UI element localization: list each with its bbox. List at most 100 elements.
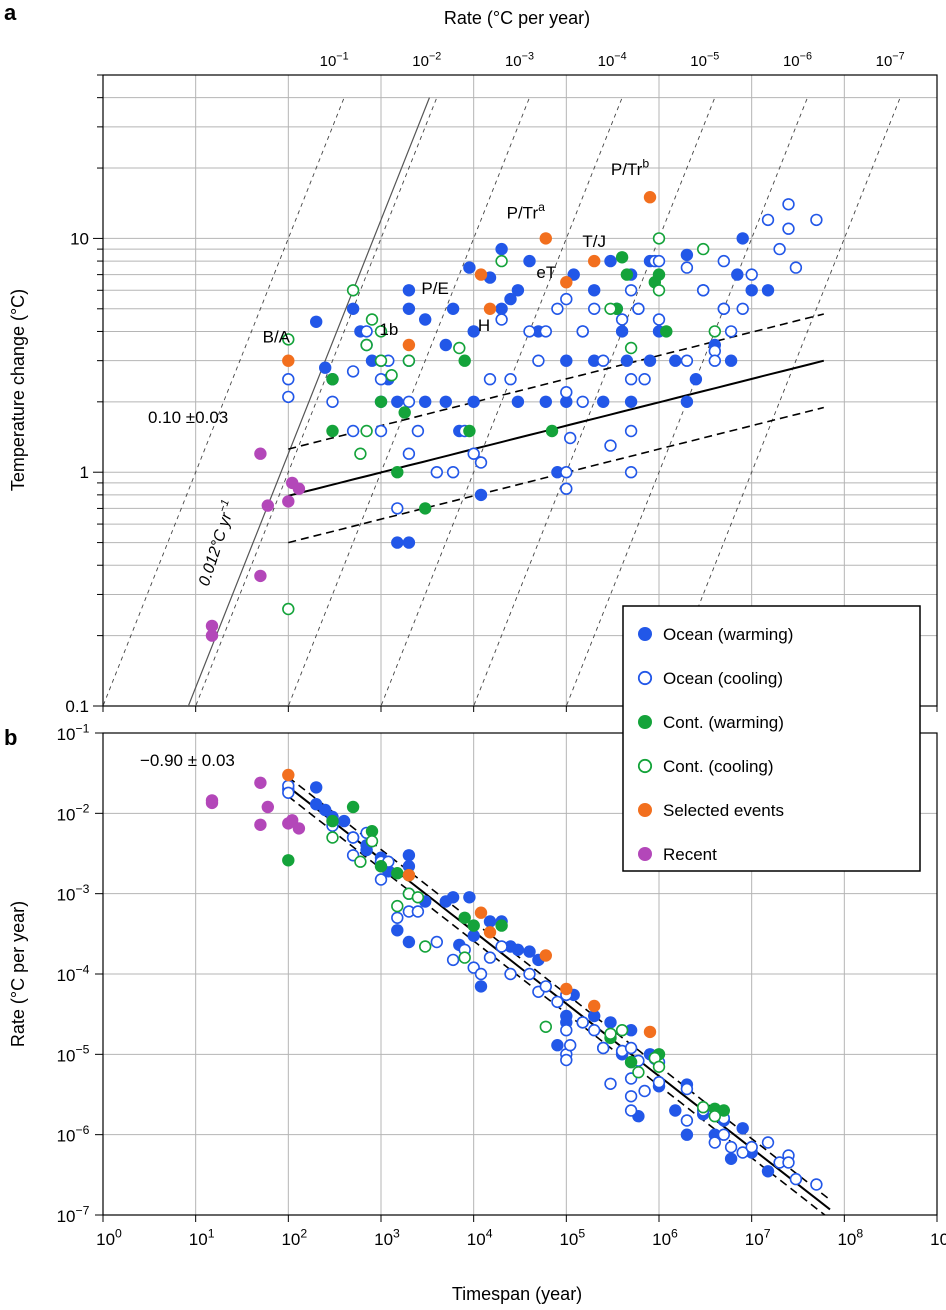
point-oc (523, 967, 536, 981)
point-ow (511, 284, 525, 297)
point-ow (495, 242, 508, 256)
point-oc (736, 1146, 749, 1159)
point-cw (391, 867, 404, 880)
point-ow (467, 395, 480, 408)
point-se (539, 232, 552, 245)
point-oc (638, 373, 651, 386)
point-oc (495, 313, 508, 326)
point-cw (717, 1104, 730, 1117)
point-se (643, 191, 657, 204)
point-oc (596, 1041, 610, 1055)
legend-label-cc: Cont. (cooling) (663, 757, 774, 776)
point-cw (374, 860, 388, 873)
point-cc (652, 232, 666, 245)
point-ow (365, 354, 379, 367)
point-cc (458, 951, 471, 964)
point-oc (680, 354, 694, 367)
event-annotation: P/Trb (611, 157, 649, 180)
point-oc (624, 284, 638, 297)
point-se (402, 869, 416, 882)
point-ow (391, 536, 404, 549)
point-oc (346, 424, 360, 438)
point-oc (483, 373, 497, 386)
point-cc (402, 354, 416, 367)
event-annotation: P/Tra (507, 200, 545, 223)
point-re (292, 482, 306, 495)
x-axis-label: Timespan (year) (452, 1284, 582, 1304)
rate-isoline-label: 10−3 (505, 50, 534, 70)
x-tick-label: 109 (930, 1226, 946, 1249)
point-oc (563, 1038, 577, 1052)
point-oc (810, 213, 823, 227)
rate-isoline-label: 10−6 (783, 50, 812, 70)
point-ow (474, 980, 488, 993)
point-oc (430, 466, 443, 479)
panel-label-b: b (4, 725, 17, 750)
point-se (560, 276, 573, 289)
point-re (261, 800, 274, 814)
point-ow (467, 929, 480, 942)
point-oc (624, 1104, 638, 1117)
point-se (474, 906, 488, 919)
point-oc (346, 365, 360, 378)
y-tick-label-b: 10−5 (57, 1043, 90, 1066)
point-ow (446, 302, 460, 315)
panel-b-axes: 10−1 10−2 10−3 10−4 10−5 10−6 10−7 100 101 102 103… (57, 721, 946, 1249)
legend-label-se: Selected events (663, 801, 784, 820)
rate-isoline (103, 97, 345, 706)
point-oc (402, 447, 416, 460)
point-oc (374, 873, 388, 886)
point-ow (523, 945, 536, 958)
point-ow (680, 395, 694, 408)
point-se (282, 354, 295, 367)
point-cw (374, 395, 388, 408)
point-ow (402, 302, 416, 315)
point-oc (483, 951, 497, 964)
point-oc (652, 313, 666, 326)
point-ow (346, 302, 360, 315)
point-ow (402, 860, 416, 873)
point-cw (326, 424, 339, 438)
point-cc (495, 254, 508, 268)
point-re (205, 796, 219, 810)
point-ow (402, 935, 416, 949)
point-oc (391, 911, 404, 924)
point-oc (717, 254, 730, 268)
point-ow (597, 395, 610, 408)
fit-label-b: −0.90 ± 0.03 (140, 751, 235, 770)
panel-b-grid (102, 732, 938, 1216)
point-se (402, 338, 416, 352)
point-ow (539, 395, 552, 408)
point-ow (439, 395, 452, 408)
point-oc (782, 198, 795, 211)
point-oc (551, 302, 564, 315)
point-ow (402, 849, 416, 862)
y-tick-label-b: 10−2 (57, 802, 90, 825)
panel-a-frame (102, 74, 938, 707)
legend-marker-re (638, 847, 652, 861)
point-ow (680, 248, 694, 262)
y-tick-label-b: 10−1 (57, 721, 90, 744)
point-oc (724, 325, 738, 338)
point-re (254, 447, 267, 460)
point-oc (282, 373, 295, 386)
point-cc (365, 313, 379, 326)
x-tick-label: 102 (281, 1226, 307, 1249)
point-oc (782, 222, 795, 235)
rate-isoline-label: 10−4 (598, 50, 627, 70)
point-oc (326, 395, 339, 408)
x-tick-label: 100 (96, 1226, 122, 1249)
point-cc (354, 855, 367, 868)
x-tick-label: 104 (467, 1226, 493, 1249)
point-oc (624, 373, 638, 386)
point-cc (604, 302, 617, 315)
point-cc (453, 341, 466, 355)
point-oc (411, 424, 425, 438)
point-cc (696, 1100, 710, 1114)
point-re (282, 495, 295, 508)
point-oc (745, 1140, 758, 1154)
y-tick-label-b: 10−7 (57, 1203, 90, 1226)
point-ow (463, 261, 476, 274)
legend-marker-cw (638, 715, 652, 729)
